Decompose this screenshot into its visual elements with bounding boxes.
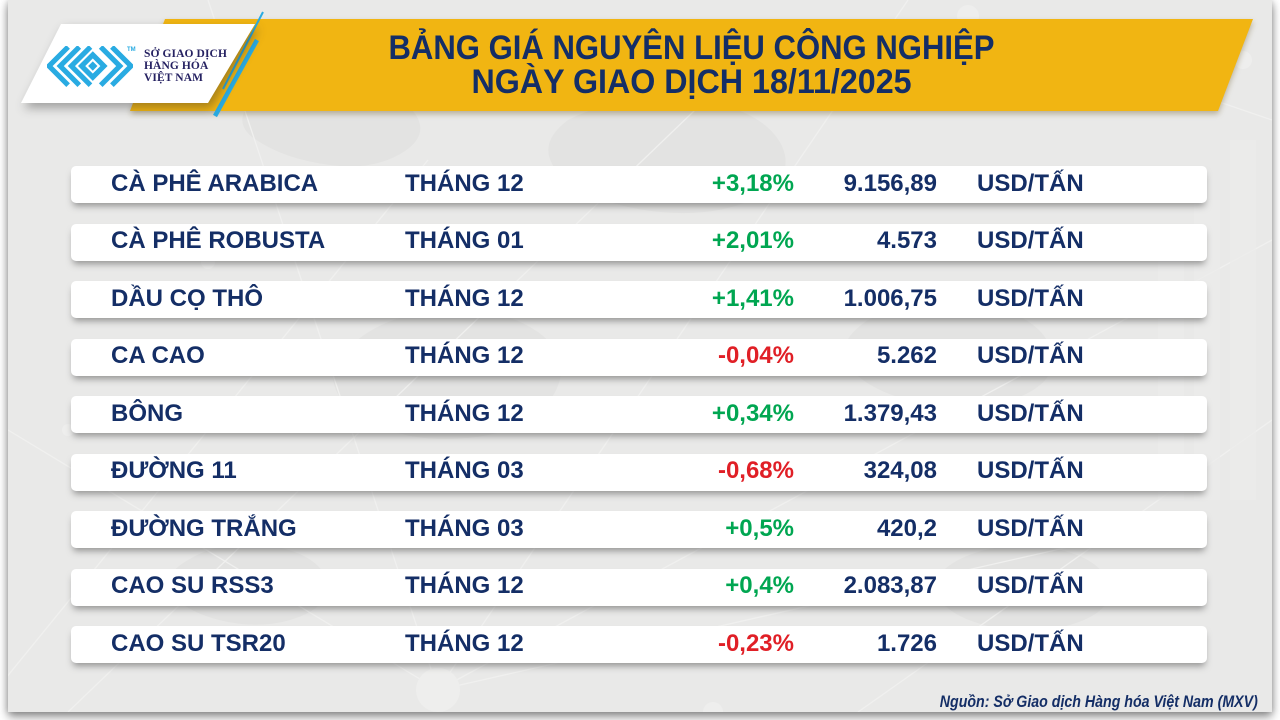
banner-wrap bbox=[8, 0, 1272, 130]
contract-month: THÁNG 03 bbox=[405, 456, 524, 484]
contract-month: THÁNG 12 bbox=[405, 169, 524, 197]
percent-change: -0,68% bbox=[717, 456, 794, 484]
price-unit: USD/TẤN bbox=[977, 226, 1084, 254]
logo-box: TM SỞ GIAO DỊCH HÀNG HÓA VIỆT NAM bbox=[21, 24, 255, 103]
price-unit: USD/TẤN bbox=[977, 341, 1084, 369]
commodity-name: BÔNG bbox=[111, 399, 183, 427]
price-value: 1.379,43 bbox=[843, 399, 937, 427]
table-row: CAO SU TSR20 THÁNG 12 -0,23% 1.726 USD/T… bbox=[71, 626, 1207, 663]
table-row: CÀ PHÊ ROBUSTA THÁNG 01 +2,01% 4.573 USD… bbox=[71, 223, 1207, 261]
price-value: 5.262 bbox=[876, 341, 937, 369]
price-unit: USD/TẤN bbox=[977, 571, 1084, 599]
poster-card: BẢNG GIÁ NGUYÊN LIỆU CÔNG NGHIỆP NGÀY GI… bbox=[8, 0, 1272, 712]
table-row: CÀ PHÊ ARABICA THÁNG 12 +3,18% 9.156,89 … bbox=[71, 166, 1207, 203]
price-value: 4.573 bbox=[876, 226, 937, 254]
contract-month: THÁNG 03 bbox=[405, 514, 524, 542]
price-unit: USD/TẤN bbox=[977, 629, 1084, 657]
percent-change: -0,04% bbox=[717, 341, 794, 369]
commodity-name: DẦU CỌ THÔ bbox=[111, 284, 263, 312]
contract-month: THÁNG 12 bbox=[405, 341, 524, 369]
price-value: 1.726 bbox=[876, 629, 937, 657]
contract-month: THÁNG 12 bbox=[405, 284, 524, 312]
contract-month: THÁNG 12 bbox=[405, 571, 524, 599]
commodity-name: CA CAO bbox=[111, 341, 205, 369]
percent-change: +2,01% bbox=[711, 226, 794, 254]
price-unit: USD/TẤN bbox=[977, 169, 1084, 197]
price-value: 9.156,89 bbox=[843, 169, 937, 197]
table-row: DẦU CỌ THÔ THÁNG 12 +1,41% 1.006,75 USD/… bbox=[71, 281, 1207, 318]
source-note: Nguồn: Sở Giao dịch Hàng hóa Việt Nam (M… bbox=[939, 693, 1258, 711]
contract-month: THÁNG 01 bbox=[405, 226, 524, 254]
accent-lines bbox=[213, 11, 264, 118]
page-title: BẢNG GIÁ NGUYÊN LIỆU CÔNG NGHIỆP NGÀY GI… bbox=[130, 19, 1253, 111]
trademark-label: TM bbox=[127, 47, 136, 53]
logo-org-line2: HÀNG HÓA bbox=[144, 60, 209, 72]
percent-change: +0,34% bbox=[711, 399, 794, 427]
page-title-line2: NGÀY GIAO DỊCH 18/11/2025 bbox=[471, 63, 912, 101]
price-value: 2.083,87 bbox=[843, 571, 937, 599]
price-unit: USD/TẤN bbox=[977, 514, 1084, 542]
logo-org-line3: VIỆT NAM bbox=[144, 72, 204, 84]
table-row: ĐƯỜNG TRẮNG THÁNG 03 +0,5% 420,2 USD/TẤN bbox=[71, 511, 1207, 548]
commodity-name: ĐƯỜNG TRẮNG bbox=[111, 514, 297, 542]
logo-text: SỞ GIAO DỊCH HÀNG HÓA VIỆT NAM bbox=[144, 48, 227, 84]
table-row: CAO SU RSS3 THÁNG 12 +0,4% 2.083,87 USD/… bbox=[71, 568, 1207, 606]
page-title-line1: BẢNG GIÁ NGUYÊN LIỆU CÔNG NGHIỆP bbox=[388, 29, 995, 67]
commodity-name: CAO SU RSS3 bbox=[111, 571, 274, 599]
price-unit: USD/TẤN bbox=[977, 284, 1084, 312]
price-value: 420,2 bbox=[876, 514, 937, 542]
percent-change: +0,4% bbox=[725, 571, 794, 599]
percent-change: +1,41% bbox=[711, 284, 794, 312]
table-row: ĐƯỜNG 11 THÁNG 03 -0,68% 324,08 USD/TẤN bbox=[71, 453, 1207, 491]
mxv-logo-icon bbox=[47, 46, 133, 87]
price-unit: USD/TẤN bbox=[977, 399, 1084, 427]
table-row: BÔNG THÁNG 12 +0,34% 1.379,43 USD/TẤN bbox=[71, 396, 1207, 433]
contract-month: THÁNG 12 bbox=[405, 629, 524, 657]
percent-change: -0,23% bbox=[717, 629, 794, 657]
price-value: 1.006,75 bbox=[843, 284, 937, 312]
title-banner bbox=[130, 19, 1253, 111]
commodity-name: CÀ PHÊ ARABICA bbox=[111, 169, 319, 197]
percent-change: +3,18% bbox=[711, 169, 794, 197]
price-unit: USD/TẤN bbox=[977, 456, 1084, 484]
logo-org-line1: SỞ GIAO DỊCH bbox=[144, 48, 227, 60]
price-value: 324,08 bbox=[863, 456, 937, 484]
percent-change: +0,5% bbox=[725, 514, 794, 542]
logobox-wrap: TM SỞ GIAO DỊCH HÀNG HÓA VIỆT NAM bbox=[8, 0, 338, 130]
contract-month: THÁNG 12 bbox=[405, 399, 524, 427]
commodity-name: CÀ PHÊ ROBUSTA bbox=[111, 226, 326, 254]
table-row: CA CAO THÁNG 12 -0,04% 5.262 USD/TẤN bbox=[71, 338, 1207, 376]
commodity-name: ĐƯỜNG 11 bbox=[111, 456, 237, 484]
commodity-name: CAO SU TSR20 bbox=[111, 629, 286, 657]
